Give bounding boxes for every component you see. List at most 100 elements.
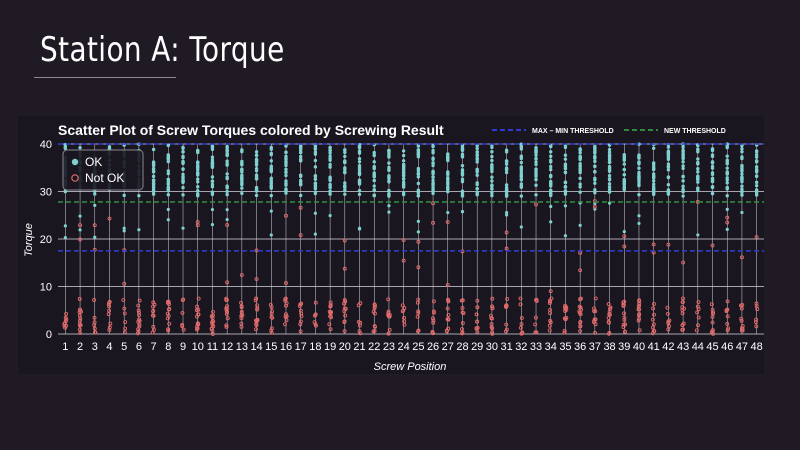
ok-point — [740, 144, 744, 148]
not-ok-point — [680, 327, 685, 332]
ok-point — [607, 174, 612, 178]
ok-point — [357, 164, 362, 168]
not-ok-point — [475, 319, 480, 324]
not-ok-point — [328, 310, 333, 315]
not-ok-point — [460, 306, 465, 310]
x-tick-label: 44 — [692, 341, 704, 353]
ok-point — [254, 150, 259, 154]
ok-point — [681, 174, 685, 179]
ok-point — [151, 147, 156, 152]
not-ok-point — [284, 314, 289, 319]
not-ok-point — [298, 302, 303, 307]
ok-point — [343, 150, 347, 155]
ok-point — [416, 166, 421, 171]
not-ok-point — [239, 300, 244, 305]
ok-point — [313, 186, 318, 191]
ok-point — [696, 147, 700, 151]
ok-point — [504, 170, 509, 175]
not-ok-point — [725, 220, 730, 225]
ok-point — [446, 154, 450, 159]
ok-point — [740, 180, 744, 184]
ok-point — [696, 162, 700, 166]
ok-point — [298, 157, 303, 161]
not-ok-point — [225, 280, 230, 285]
ok-point — [710, 176, 715, 181]
x-tick-label: 28 — [456, 341, 468, 353]
ok-point — [504, 148, 509, 152]
not-ok-point — [137, 317, 142, 322]
not-ok-point — [519, 322, 524, 327]
ok-point — [254, 176, 259, 180]
x-tick-label: 14 — [250, 341, 262, 353]
ok-point — [578, 176, 582, 181]
not-ok-point — [342, 329, 347, 334]
not-ok-point — [622, 234, 627, 239]
ok-point — [240, 181, 244, 186]
legend-new-threshold-label: NEW THRESHOLD — [664, 128, 726, 135]
not-ok-point — [754, 317, 758, 322]
not-ok-point — [151, 300, 156, 305]
not-ok-point — [122, 330, 127, 335]
ok-point — [593, 144, 597, 149]
ok-point — [328, 214, 332, 218]
ok-point — [372, 153, 376, 158]
ok-point — [607, 187, 612, 192]
not-ok-point — [239, 313, 244, 318]
x-tick-label: 36 — [574, 341, 586, 353]
not-ok-point — [593, 330, 598, 335]
ok-point — [269, 164, 273, 168]
not-ok-point — [725, 299, 730, 304]
not-ok-point — [520, 331, 525, 336]
ok-point — [343, 148, 347, 152]
x-tick-label: 39 — [618, 341, 630, 353]
not-ok-point — [167, 321, 172, 326]
ok-point — [151, 166, 156, 171]
ok-point — [416, 181, 421, 186]
not-ok-point — [430, 330, 435, 335]
x-tick-label: 1 — [62, 341, 68, 353]
ok-point — [710, 191, 715, 196]
not-ok-point — [636, 307, 641, 312]
not-ok-point — [666, 327, 671, 332]
ok-point — [578, 156, 582, 160]
ok-point — [710, 160, 715, 164]
not-ok-point — [740, 326, 745, 331]
not-ok-point — [416, 239, 421, 244]
ok-point — [166, 218, 170, 222]
x-tick-label: 26 — [427, 341, 439, 353]
not-ok-point — [136, 303, 141, 308]
ok-point — [490, 145, 494, 150]
not-ok-point — [357, 323, 362, 328]
not-ok-point — [254, 296, 259, 301]
not-ok-point — [93, 330, 97, 335]
ok-point — [387, 192, 391, 196]
ok-point — [343, 188, 347, 192]
ok-point — [416, 152, 421, 157]
x-tick-label: 30 — [486, 341, 498, 353]
ok-point — [519, 160, 524, 165]
not-ok-point — [64, 311, 69, 316]
ok-point — [343, 160, 347, 165]
ok-point — [754, 165, 759, 169]
ok-point — [431, 172, 435, 176]
ok-point — [181, 179, 185, 183]
ok-point — [754, 193, 759, 197]
ok-point — [740, 165, 744, 169]
not-ok-point — [298, 329, 303, 334]
ok-point — [166, 186, 171, 190]
not-ok-point — [490, 296, 495, 301]
ok-point — [328, 182, 332, 187]
ok-point — [225, 208, 229, 212]
not-ok-point — [578, 312, 583, 317]
not-ok-point — [548, 289, 553, 294]
not-ok-point — [607, 309, 612, 314]
x-tick-label: 46 — [721, 341, 733, 353]
ok-point — [549, 144, 553, 149]
ok-point — [666, 145, 671, 149]
not-ok-point — [710, 307, 715, 312]
ok-point — [416, 230, 420, 234]
ok-point — [651, 185, 656, 189]
ok-point — [372, 184, 376, 188]
not-ok-point — [725, 307, 730, 312]
ok-point — [681, 190, 685, 194]
